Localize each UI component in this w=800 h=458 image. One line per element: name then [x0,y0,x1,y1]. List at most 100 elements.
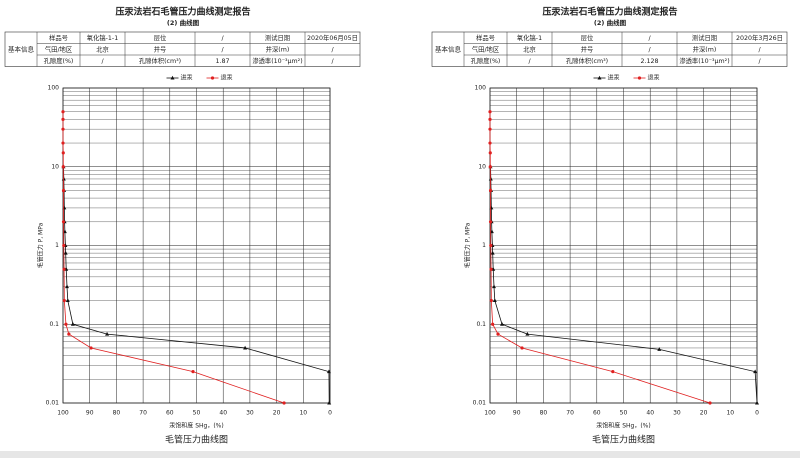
table-cell: 孔隙度(%) [471,56,501,65]
legend-label: 退汞 [221,74,233,82]
table-cell: 北京 [523,44,536,53]
data-point [611,370,615,374]
series-line [490,166,758,404]
table-cell: 1.87 [215,58,229,65]
table-cell: / [648,35,651,42]
x-tick-label: 80 [113,410,121,417]
data-point [657,347,662,351]
bottom-strip [0,451,800,458]
report-title: 压汞法岩石毛管压力曲线测定报告 [542,6,677,18]
report-title: 压汞法岩石毛管压力曲线测定报告 [115,6,250,18]
x-tick-label: 60 [593,410,601,417]
data-point [62,298,66,303]
legend-label: 进汞 [181,74,193,82]
data-point [61,220,66,224]
legend-label: 退汞 [648,74,660,82]
x-tick-label: 0 [755,410,759,417]
report-subtitle: (2) 曲线图 [167,18,200,27]
data-point [61,117,65,121]
y-tick-label: 10 [478,163,486,170]
data-point [63,250,68,255]
data-point [488,117,492,121]
data-point [327,400,332,405]
x-tick-label: 50 [193,410,201,417]
x-tick-label: 70 [139,410,147,417]
x-tick-label: 100 [57,410,69,417]
data-point [191,370,195,374]
x-tick-label: 80 [540,410,548,417]
data-point [61,165,65,169]
legend-marker [637,76,642,80]
table-side-label: 基本信息 [435,44,462,53]
data-point [62,243,66,248]
x-tick-label: 90 [86,410,94,417]
table-side-label: 基本信息 [8,44,35,53]
data-point [491,322,495,326]
y-axis-label: 毛管压力 P, MPa [464,222,472,268]
report-subtitle: (2) 曲线图 [594,18,627,27]
y-tick-label: 0.01 [46,400,60,407]
x-axis-label: 汞饱和度 SHg，(%) [596,422,650,430]
x-tick-label: 40 [646,410,654,417]
data-point [488,176,493,181]
data-point [490,250,495,255]
x-axis-label: 汞饱和度 SHg，(%) [169,422,223,430]
data-point [243,345,248,350]
table-cell: 层位 [581,33,594,42]
data-point [488,188,493,193]
table-cell: 2020年3月26日 [736,33,783,42]
x-tick-label: 30 [673,410,681,417]
table-cell: / [528,58,531,65]
table-cell: 渗透率(10⁻³μm²) [679,56,729,65]
data-point [326,369,331,374]
x-tick-label: 50 [620,410,628,417]
legend-marker [170,75,175,80]
y-tick-label: 1 [482,242,486,249]
table-cell: 井号 [581,44,594,53]
data-point [64,322,68,326]
y-tick-label: 100 [48,85,60,92]
x-tick-label: 90 [513,410,521,417]
data-point [105,331,110,336]
y-tick-label: 0.01 [473,400,487,407]
data-point [753,369,758,374]
x-tick-label: 70 [566,410,574,417]
y-tick-label: 10 [51,163,59,170]
table-cell: 2020年06月05日 [307,33,358,42]
y-axis-label: 毛管压力 P, MPa [37,222,45,268]
table-frame [431,31,788,67]
data-point [520,346,524,350]
data-point [70,322,75,326]
data-point [488,110,492,114]
table-cell: 氧化镐-1-1 [87,33,118,42]
x-tick-label: 10 [726,410,734,417]
y-tick-label: 0.1 [476,321,486,328]
legend-marker [597,75,602,80]
table-cell: 层位 [154,33,167,42]
table-cell: / [758,58,761,65]
x-tick-label: 40 [219,410,227,417]
chart-caption: 毛管压力曲线图 [592,434,655,446]
legend-marker [210,76,215,80]
data-point [61,176,66,181]
y-tick-label: 0.1 [49,321,59,328]
table-cell: 气田/地区 [472,44,499,53]
data-point [708,401,712,405]
y-tick-label: 1 [55,242,59,249]
table-cell: / [221,46,224,53]
table-cell: 井深(m) [693,44,717,53]
data-point [755,400,759,405]
table-cell: / [101,58,104,65]
data-point [489,298,493,303]
data-point [65,298,70,303]
data-point [500,322,505,326]
table-cell: 测试日期 [692,33,717,42]
x-tick-label: 60 [166,410,174,417]
data-point [61,110,65,114]
x-tick-label: 30 [246,410,254,417]
data-point [67,332,71,336]
table-cell: / [221,35,224,42]
table-cell: 2.128 [640,58,658,65]
table-cell: 样品号 [476,33,495,42]
